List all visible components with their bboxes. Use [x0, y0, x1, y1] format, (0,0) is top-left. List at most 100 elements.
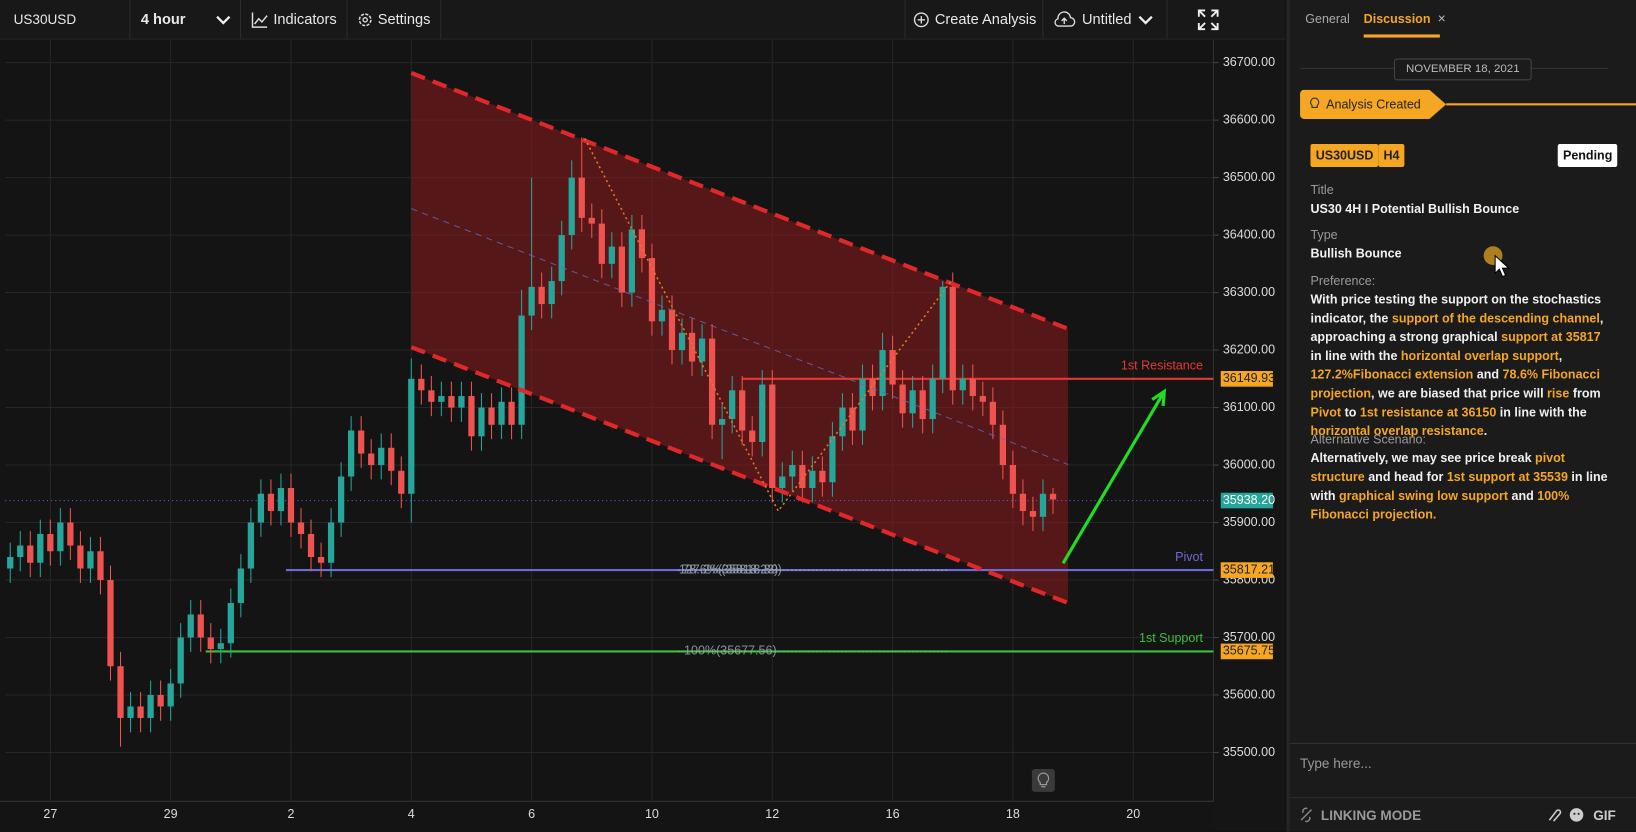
candle-body: [859, 378, 866, 431]
separator: [1042, 0, 1044, 39]
candle-body: [277, 488, 285, 512]
text: to: [1341, 404, 1360, 420]
candle-body: [839, 407, 846, 437]
y-tick-label: 35900.00: [1223, 515, 1275, 529]
candle-body: [117, 666, 124, 718]
candle-body: [598, 223, 605, 264]
timeframe[interactable]: 4 hour: [140, 10, 186, 28]
candle-body: [348, 430, 355, 477]
y-tick-label: 36500.00: [1223, 170, 1275, 184]
message-input[interactable]: Type here...: [1300, 755, 1372, 772]
candle-body: [317, 557, 325, 563]
candle-body: [1039, 493, 1047, 517]
divider: [1289, 742, 1636, 744]
symbol[interactable]: US30USD: [13, 11, 77, 28]
candle-body: [919, 390, 926, 420]
candle-body: [528, 286, 535, 316]
candle-body: [548, 281, 555, 305]
y-tick-label: 36300.00: [1223, 285, 1275, 299]
channel-lower: [410, 345, 1069, 605]
highlight-text: 100% Fibonacci projection.: [1310, 488, 1570, 522]
chevron[interactable]: [215, 14, 232, 27]
candle-body: [989, 401, 996, 425]
tab[interactable]: General: [1305, 11, 1350, 27]
text: , approaching a strong graphical: [1310, 310, 1604, 345]
candle-body: [849, 407, 856, 431]
candle-body: [217, 643, 224, 649]
candle-body: [418, 378, 425, 391]
candle-body: [247, 522, 255, 569]
channel-area: [411, 72, 1069, 603]
candle-body: [237, 568, 244, 603]
side-panel: General Discussion × NOVEMBER 18, 2021 A…: [1286, 0, 1636, 832]
candle-body: [648, 258, 656, 322]
attach-emoji-icons[interactable]: [1545, 805, 1587, 824]
candle-body: [698, 338, 706, 362]
candle-body: [869, 378, 876, 397]
candle-body: [67, 522, 74, 546]
linking-mode[interactable]: LINKING MODE: [1320, 807, 1422, 824]
candle-body: [358, 430, 365, 454]
candle-body: [588, 217, 595, 224]
indicators-button[interactable]: Indicators: [273, 10, 337, 28]
price-tag-label: 35817.21: [1223, 562, 1275, 576]
fib-label: 78.6%(35818.23): [682, 562, 778, 576]
x-tick-label: 6: [528, 807, 535, 821]
create-analysis-button[interactable]: Create Analysis: [934, 10, 1037, 28]
highlight-text: support at 35817: [1501, 329, 1601, 345]
chart: 1st Resistance Pivot 1st Support 127.2%(358…: [0, 39, 1286, 832]
fullscreen-button[interactable]: [1197, 8, 1220, 31]
separator: [239, 0, 242, 39]
text: With price testing the support on the st…: [1310, 292, 1602, 326]
x-tick-label: 4: [408, 807, 415, 821]
highlight-text: 127.2%Fibonacci extension: [1310, 367, 1474, 382]
highlight-text: 78.6% Fibonacci projection: [1310, 367, 1600, 401]
text: Alternatively, we may see price break: [1310, 450, 1536, 466]
hint-button[interactable]: [1031, 768, 1055, 792]
candle-body: [668, 309, 676, 351]
candle-body: [789, 465, 796, 477]
separator: [346, 0, 348, 39]
tab-active[interactable]: Discussion: [1363, 11, 1431, 27]
candle-body: [77, 545, 84, 569]
text: ,: [1558, 348, 1563, 364]
candle-body: [388, 447, 395, 471]
candle-body: [137, 706, 144, 718]
candle-body: [127, 706, 134, 718]
text: and: [1508, 488, 1538, 503]
close-tab-button[interactable]: ×: [1437, 10, 1446, 27]
settings-button[interactable]: Settings: [377, 10, 431, 28]
alternative-label: Alternative Scenario:: [1310, 431, 1427, 447]
separator: [129, 0, 131, 39]
file-name[interactable]: Untitled: [1081, 10, 1132, 28]
x-tick-label: 16: [886, 807, 900, 821]
candle-body: [147, 694, 154, 718]
candle-body: [819, 470, 826, 483]
price-tag: [1220, 562, 1273, 578]
candle-body: [608, 246, 615, 264]
x-tick-label: 29: [164, 807, 178, 821]
text: in line with: [1310, 469, 1608, 503]
chevron[interactable]: [1137, 14, 1154, 27]
candle-body: [468, 396, 475, 437]
candle-body: [438, 396, 445, 402]
gif-button[interactable]: GIF: [1593, 807, 1616, 824]
price-axis: [1213, 39, 1286, 832]
candle-body: [1019, 493, 1027, 512]
x-tick-label: 20: [1126, 807, 1140, 821]
candle-body: [779, 476, 786, 489]
candle-body: [678, 332, 686, 351]
candle-body: [879, 350, 886, 397]
candle-body: [628, 229, 636, 293]
event-label: Analysis Created: [1326, 97, 1421, 112]
highlight-text: graphical swing low support: [1338, 488, 1509, 503]
level-name: 1st Support: [1139, 631, 1204, 645]
x-tick-label: 2: [287, 807, 294, 821]
candle-body: [458, 396, 465, 408]
candle-body: [949, 286, 956, 391]
y-tick-label: 35500.00: [1223, 745, 1275, 759]
x-tick-label: 18: [1006, 807, 1020, 821]
symbol-tag: US30USD: [1310, 143, 1379, 167]
price-tag-label: 36149.93: [1223, 371, 1275, 385]
highlight-text: 1st resistance at 36150: [1359, 404, 1497, 420]
